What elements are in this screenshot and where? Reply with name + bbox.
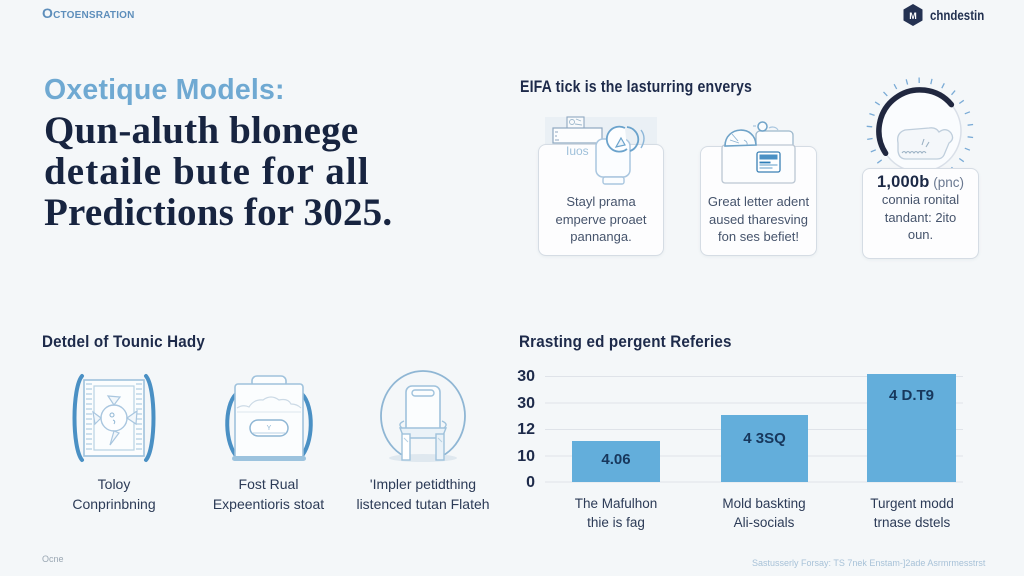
svg-text:Y: Y xyxy=(267,425,272,432)
svg-text:M: M xyxy=(909,11,917,21)
svg-text:Iuos: Iuos xyxy=(566,144,589,158)
